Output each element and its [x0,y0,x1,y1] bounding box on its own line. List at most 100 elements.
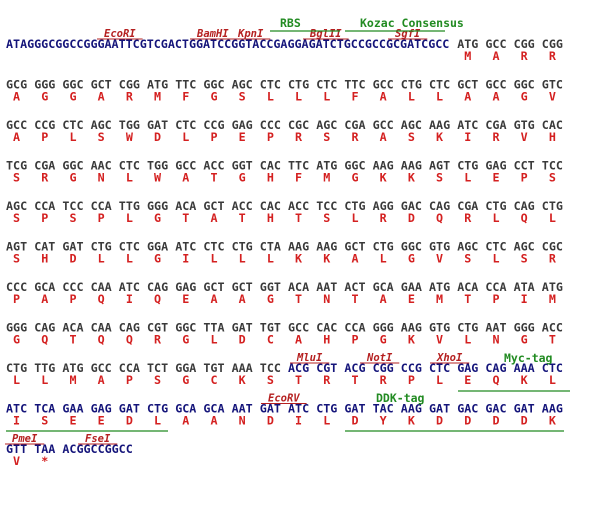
codon: GCA [373,280,394,294]
codon: CGA [485,118,506,132]
codon: AAG [316,240,337,254]
amino-acid: T [549,333,556,347]
codon: CCA [344,321,365,335]
amino-acid: D [521,414,528,428]
restriction-site: MluI [296,352,323,364]
amino-acid: K [408,171,415,185]
codon: CCC [260,118,281,132]
amino-acid: D [126,414,133,428]
amino-acid: A [380,130,387,144]
codon: ACC [203,159,224,173]
amino-acid: P [41,130,48,144]
codon: AAG [288,240,309,254]
codon: CTC [119,159,140,173]
amino-acid: P [267,130,274,144]
codon: AGT [6,240,27,254]
codon: CTG [344,199,365,213]
codon: AAA [232,361,253,375]
codon: GGT [232,159,253,173]
codon: GGC [344,159,365,173]
codon: TCG [6,159,27,173]
codon: CCT [514,159,535,173]
codon: CGA [344,118,365,132]
codon: GCT [457,78,478,92]
amino-acid: * [41,454,48,468]
amino-acid: L [126,252,133,266]
codon: GTG [429,240,450,254]
amino-acid: A [98,90,105,104]
amino-acid: Q [521,211,528,225]
amino-acid: R [492,130,500,144]
codon: CGG [542,37,563,51]
codon: CTA [260,240,281,254]
amino-acid: R [351,130,359,144]
amino-acid: Q [126,333,133,347]
codon: CAG [429,199,450,213]
codon: ATG [429,280,450,294]
amino-acid: G [182,373,189,387]
codon: CAG [485,361,506,375]
codon: GGG [34,78,55,92]
amino-acid: K [323,252,330,266]
amino-acid: L [380,252,387,266]
codon: GGC [514,78,535,92]
codon: GCA [34,280,55,294]
codon: GAG [485,159,506,173]
amino-acid: A [492,90,499,104]
codon: AAG [429,118,450,132]
amino-acid: L [408,90,415,104]
codon: GAG [91,402,112,416]
amino-acid: V [521,130,528,144]
amino-acid: D [69,252,76,266]
codon: ACA [175,199,196,213]
restriction-site: BglII [309,28,342,40]
amino-acid: R [549,252,557,266]
codon: CTC [316,78,337,92]
codon: GAT [62,240,83,254]
codon: CGA [457,199,478,213]
amino-acid: P [41,211,48,225]
amino-acid: W [126,130,134,144]
amino-acid: M [323,171,330,185]
codon: CGG [373,361,394,375]
codon: ACA [288,280,309,294]
codon: AGC [91,118,112,132]
amino-acid: V [13,454,20,468]
codon: GGC [401,240,422,254]
codon: TAA [34,442,55,456]
codon: ATC [119,280,140,294]
codon: GGA [175,361,196,375]
codon: GGC [62,78,83,92]
amino-acid: D [492,414,499,428]
codon: CTC [485,240,506,254]
amino-acid: F [182,90,189,104]
amino-acid: E [408,292,415,306]
codon: TTC [175,78,196,92]
codon: GCG [6,78,27,92]
codon: AAG [401,159,422,173]
amino-acid: G [351,171,358,185]
amino-acid: L [154,414,161,428]
feature-label: Kozac Consensus [360,16,464,30]
codon: GGG [373,321,394,335]
amino-acid: L [295,90,302,104]
restriction-site: KpnI [237,28,264,40]
codon: CGC [288,118,309,132]
codon: GCC [373,78,394,92]
amino-acid: R [521,49,529,63]
restriction-site: XhoI [436,352,463,364]
amino-acid: A [492,49,499,63]
restriction-site: BamHI [196,28,229,40]
codon: CTC [119,240,140,254]
amino-acid: L [549,211,556,225]
codon: CTC [429,361,450,375]
codon: AGC [6,199,27,213]
amino-acid: A [380,90,387,104]
codon: CTG [457,159,478,173]
codon: AAG [373,159,394,173]
codon: GAG [457,361,478,375]
restriction-site: PmeI [12,433,38,445]
amino-acid: H [323,333,330,347]
amino-acid: A [98,373,105,387]
amino-acid: R [549,49,557,63]
